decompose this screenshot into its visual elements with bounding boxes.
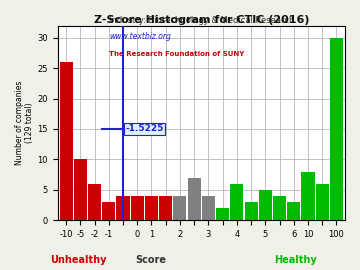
Text: The Research Foundation of SUNY: The Research Foundation of SUNY <box>109 51 244 57</box>
Bar <box>174 196 186 220</box>
Bar <box>102 202 115 220</box>
Text: -1.5225: -1.5225 <box>125 124 163 133</box>
Text: Industry: Biotechnology & Medical Research: Industry: Biotechnology & Medical Resear… <box>109 16 294 25</box>
Bar <box>88 184 101 220</box>
Bar <box>259 190 272 220</box>
Bar <box>188 178 201 220</box>
Bar <box>287 202 300 220</box>
Text: Score: Score <box>136 255 167 265</box>
Text: www.textbiz.org: www.textbiz.org <box>109 32 171 40</box>
Bar <box>131 196 144 220</box>
Bar <box>145 196 158 220</box>
Bar <box>59 62 73 220</box>
Bar <box>202 196 215 220</box>
Bar <box>116 196 130 220</box>
Bar <box>216 208 229 220</box>
Bar <box>74 159 87 220</box>
Bar <box>159 196 172 220</box>
Bar <box>244 202 258 220</box>
Text: Healthy: Healthy <box>274 255 317 265</box>
Bar <box>316 184 329 220</box>
Y-axis label: Number of companies
(129 total): Number of companies (129 total) <box>15 81 35 165</box>
Bar <box>301 171 315 220</box>
Bar <box>273 196 286 220</box>
Bar <box>230 184 243 220</box>
Bar <box>330 38 343 220</box>
Text: Unhealthy: Unhealthy <box>50 255 107 265</box>
Title: Z-Score Histogram for CTIC (2016): Z-Score Histogram for CTIC (2016) <box>94 15 309 25</box>
